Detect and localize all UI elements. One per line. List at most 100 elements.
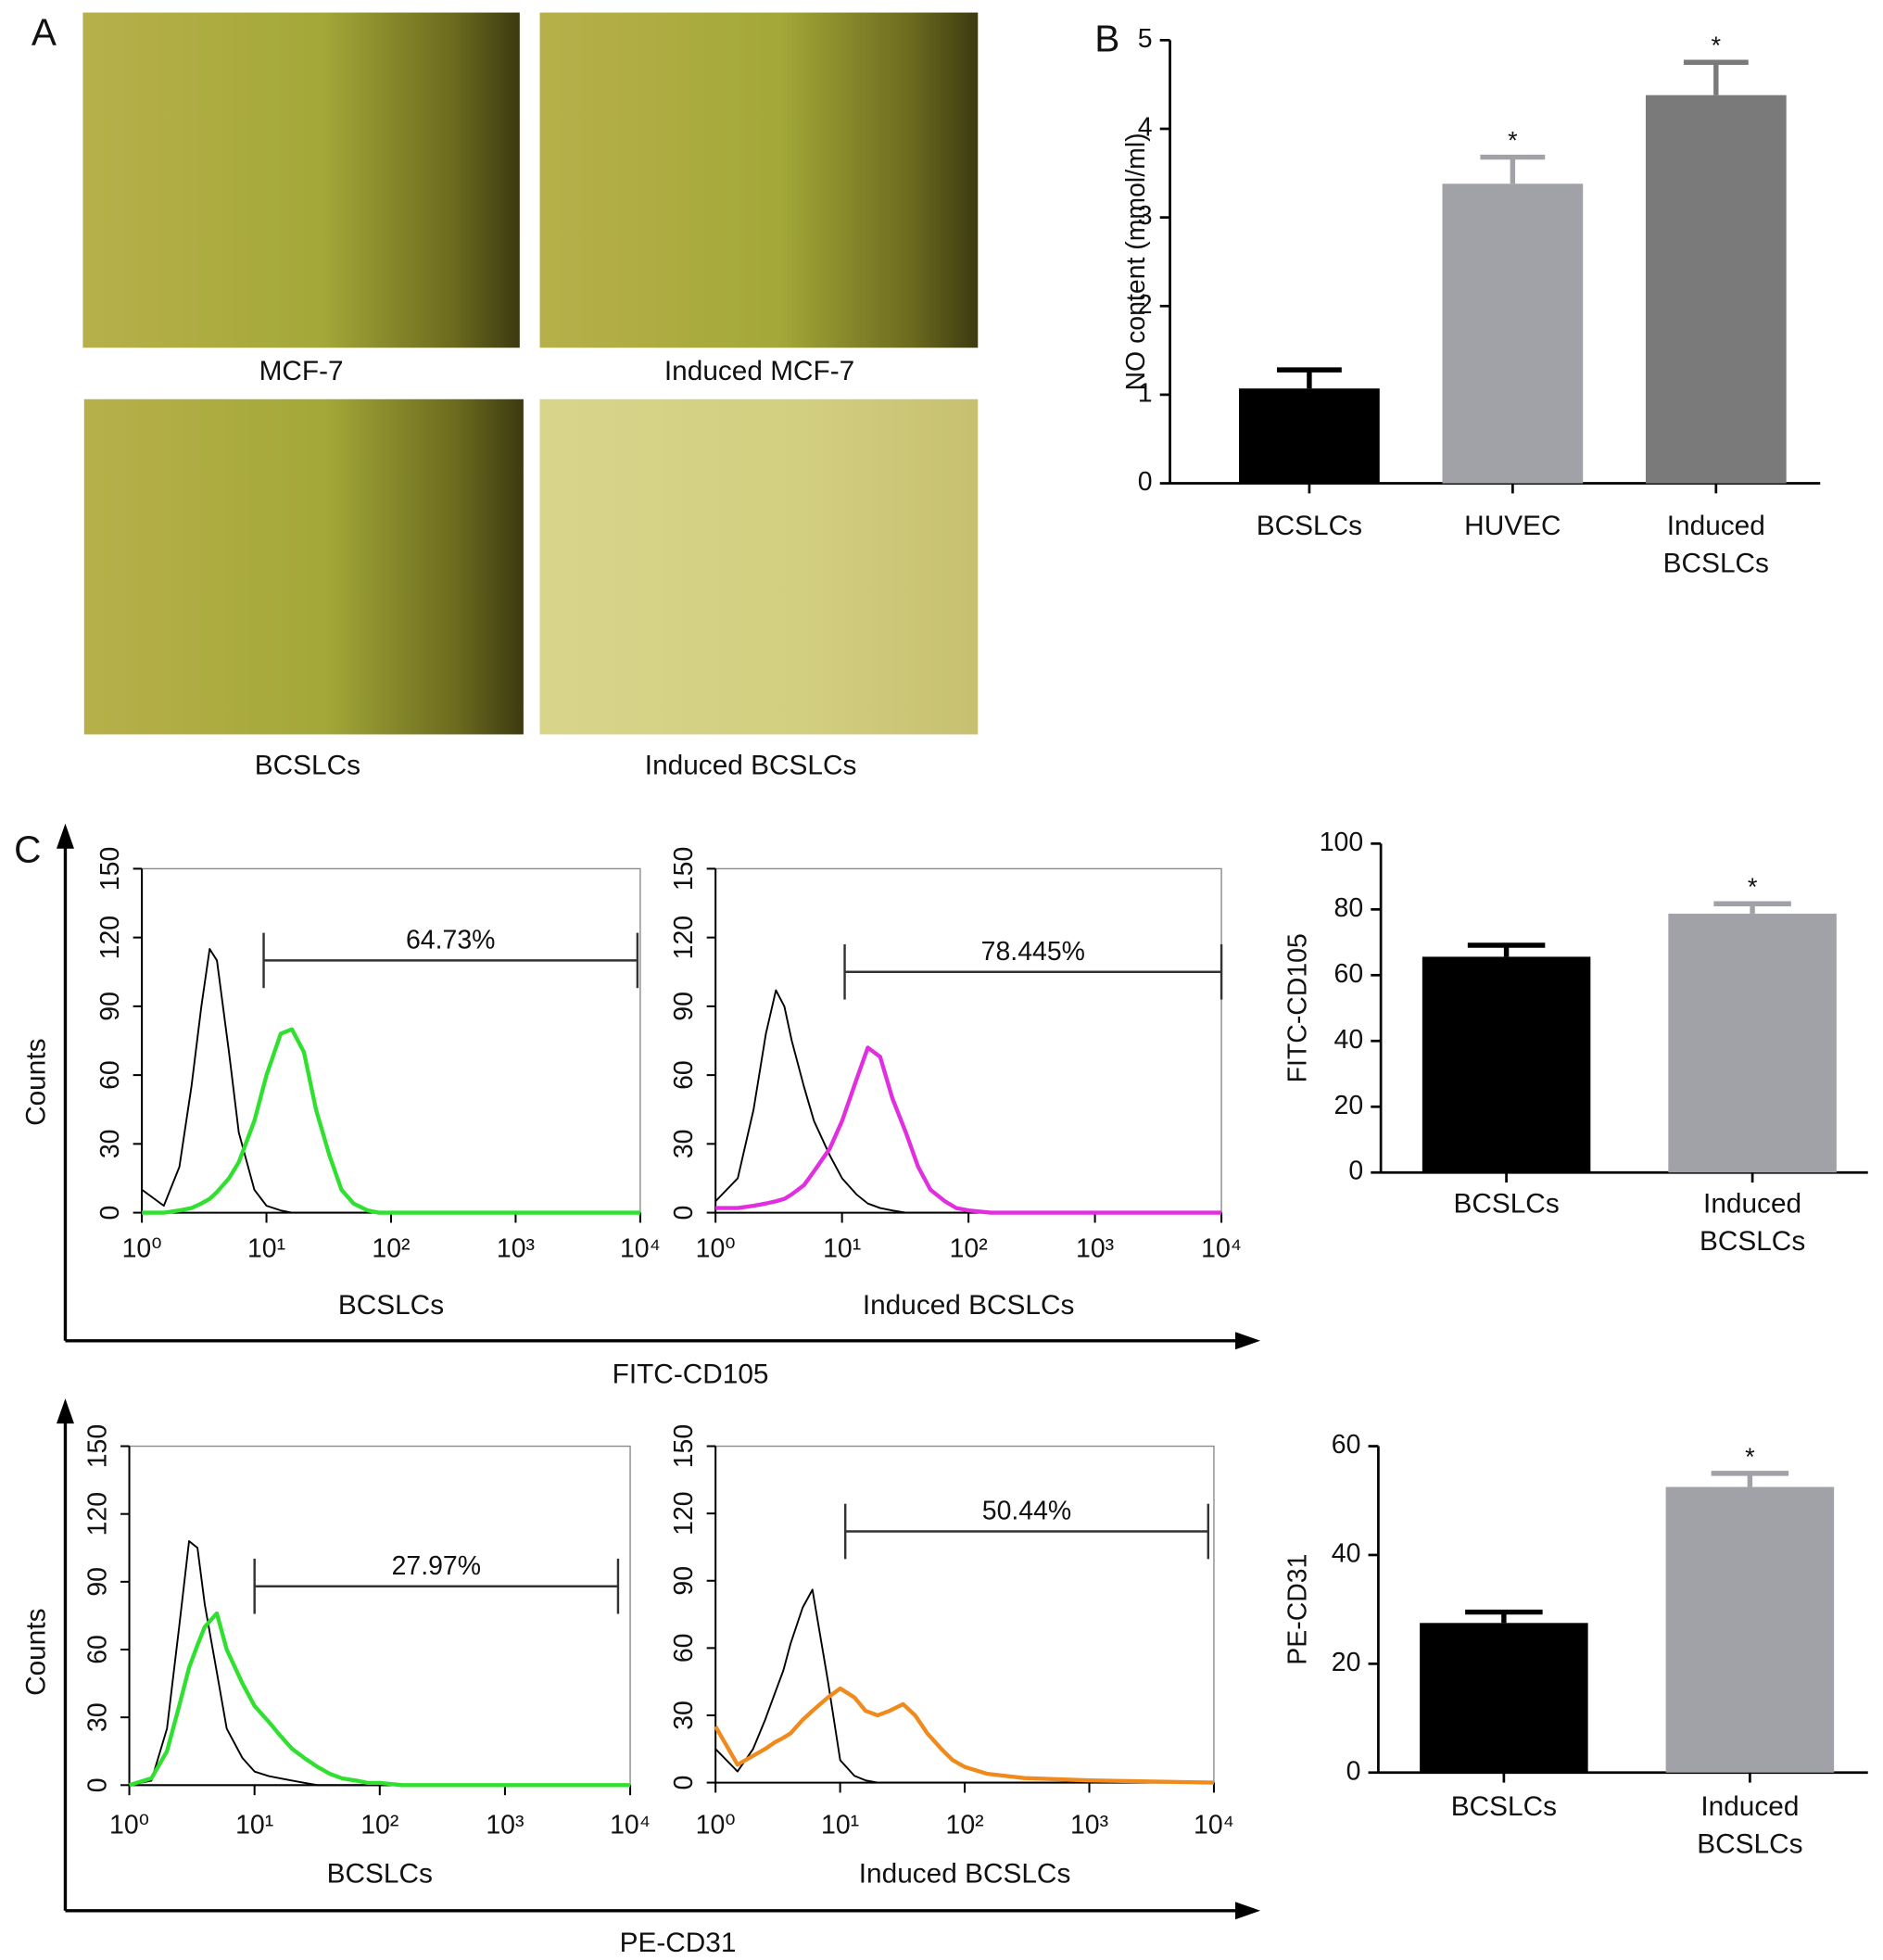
- micrograph: [539, 12, 979, 348]
- y-tick-label: 100: [1320, 828, 1363, 857]
- y-tick-label: 20: [1334, 1091, 1364, 1120]
- y-tick-label: 0: [1348, 1157, 1363, 1186]
- y-tick-label: 90: [669, 992, 699, 1021]
- x-tick-label-box: BCSLCs: [1256, 509, 1363, 541]
- gate-label: 27.97%: [392, 1551, 481, 1581]
- histogram-line: [714, 989, 1222, 1214]
- y-tick-label: 0: [1138, 467, 1153, 497]
- flow-x-label: FITC-CD105: [613, 1359, 769, 1390]
- bar: [1665, 1486, 1835, 1773]
- histogram-line: [141, 948, 640, 1214]
- y-tick-label: 0: [95, 1206, 125, 1220]
- y-tick-label: 90: [669, 1566, 699, 1596]
- x-tick-label: 10⁴: [1201, 1234, 1242, 1264]
- significance: *: [1712, 31, 1722, 59]
- y-tick-label: 60: [95, 1060, 125, 1090]
- y-tick-label: 150: [83, 1424, 113, 1468]
- y-tick-label: 60: [1334, 959, 1364, 989]
- y-tick-label: 3: [1138, 201, 1153, 231]
- flow-y-label: Counts: [21, 1608, 52, 1695]
- plot-frame: [128, 1445, 631, 1786]
- y-tick-label: 5: [1138, 24, 1153, 54]
- x-tick-label: 10¹: [247, 1234, 285, 1264]
- histogram-line: [129, 1540, 631, 1787]
- significance: *: [1745, 1442, 1755, 1471]
- y-tick-label: 60: [83, 1635, 113, 1664]
- y-tick-label: 30: [83, 1702, 113, 1732]
- x-tick-label: 10⁴: [1194, 1811, 1234, 1840]
- gate-label: 64.73%: [406, 926, 495, 955]
- y-tick-label: 0: [1346, 1756, 1361, 1786]
- x-tick-label-box: Induced BCSLCs: [1699, 1187, 1806, 1257]
- x-tick-label: BCSLCs: [1450, 1789, 1558, 1822]
- x-tick-label: HUVEC: [1464, 509, 1561, 541]
- shared-axes: [63, 843, 1244, 1913]
- micrograph-caption: Induced MCF-7: [664, 356, 854, 386]
- gate-label: 78.445%: [981, 937, 1085, 967]
- x-axis-label: BCSLCs: [327, 1859, 433, 1890]
- micrograph-caption: Induced BCSLCs: [645, 751, 857, 781]
- y-tick-label: 0: [669, 1206, 699, 1220]
- x-tick-label: 10²: [360, 1811, 398, 1840]
- x-tick-label: 10³: [1076, 1234, 1114, 1264]
- x-tick-label: 10⁰: [122, 1234, 162, 1264]
- y-tick-label: 1: [1138, 378, 1153, 408]
- x-tick-label: 10²: [946, 1811, 984, 1840]
- x-tick-label: BCSLCs: [1453, 1187, 1560, 1220]
- x-tick-label: 10¹: [821, 1811, 859, 1840]
- y-tick-label: 60: [669, 1060, 699, 1090]
- y-tick-label: 20: [1332, 1648, 1361, 1677]
- bar: [1645, 95, 1787, 484]
- x-tick-label: 10³: [497, 1234, 535, 1264]
- y-tick-label: 60: [669, 1634, 699, 1663]
- flow-x-label: PE-CD31: [620, 1928, 737, 1958]
- micrograph: [82, 12, 520, 348]
- x-tick-label: BCSLCs: [1256, 509, 1363, 541]
- x-axis-label: Induced BCSLCs: [863, 1290, 1075, 1321]
- bar: [1442, 183, 1584, 484]
- x-tick-label-box: Induced BCSLCs: [1662, 509, 1769, 579]
- y-tick-label: 30: [95, 1130, 125, 1159]
- y-tick-label: 0: [83, 1777, 113, 1792]
- flow-y-label: Counts: [21, 1038, 52, 1125]
- x-tick-label: Induced BCSLCs: [1662, 509, 1769, 579]
- x-tick-label: 10²: [950, 1234, 988, 1264]
- panel-label: C: [14, 828, 41, 871]
- significance: *: [1508, 125, 1518, 154]
- y-axis-label: NO content (mmol/ml): [1121, 133, 1151, 390]
- x-tick-label: Induced BCSLCs: [1699, 1187, 1806, 1257]
- panel-label: A: [32, 11, 57, 54]
- y-tick-label: 40: [1334, 1025, 1364, 1055]
- y-tick-label: 30: [669, 1130, 699, 1159]
- x-tick-label: 10⁴: [610, 1811, 651, 1840]
- bar: [1668, 913, 1837, 1173]
- y-axis-label: PE-CD31: [1283, 1554, 1313, 1665]
- histogram-line: [715, 1045, 1222, 1215]
- histogram-line: [128, 1611, 631, 1788]
- plot-frame: [141, 867, 641, 1214]
- y-tick-label: 30: [669, 1701, 699, 1730]
- x-tick-label: 10⁴: [620, 1234, 661, 1264]
- y-tick-label: 120: [83, 1492, 113, 1536]
- y-tick-label: 2: [1138, 290, 1153, 320]
- x-tick-label: 10⁰: [109, 1811, 149, 1840]
- y-tick-label: 120: [669, 1491, 699, 1535]
- y-tick-label: 90: [83, 1567, 113, 1597]
- micrograph-caption: BCSLCs: [255, 751, 360, 781]
- bar: [1239, 388, 1380, 484]
- x-tick-label: Induced BCSLCs: [1697, 1789, 1803, 1860]
- x-tick-label: 10¹: [235, 1811, 273, 1840]
- gate-label: 50.44%: [982, 1497, 1071, 1526]
- y-tick-label: 4: [1138, 113, 1153, 143]
- bar: [1422, 956, 1591, 1173]
- y-tick-label: 150: [669, 847, 699, 891]
- y-tick-label: 40: [1332, 1538, 1361, 1568]
- x-axis-label: BCSLCs: [338, 1290, 444, 1321]
- micrograph-caption: MCF-7: [259, 356, 344, 386]
- histogram-line: [142, 1027, 640, 1215]
- x-tick-label: 10³: [1070, 1811, 1108, 1840]
- y-tick-label: 120: [95, 916, 125, 959]
- y-tick-label: 0: [669, 1776, 699, 1790]
- micrograph: [539, 398, 979, 735]
